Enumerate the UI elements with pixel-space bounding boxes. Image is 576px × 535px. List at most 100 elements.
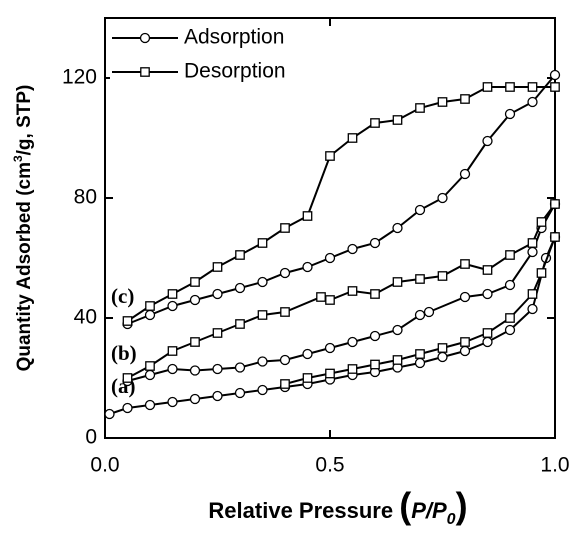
marker-circle [212, 363, 223, 375]
marker-square [460, 94, 470, 104]
marker-square [482, 328, 493, 338]
marker-square [370, 118, 380, 128]
x-tick-label: 1.0 [540, 454, 569, 477]
marker-square [145, 301, 155, 311]
x-label-text: Relative Pressure [208, 498, 399, 523]
marker-circle [189, 294, 201, 306]
marker-circle [504, 279, 516, 291]
marker-square [415, 103, 425, 113]
marker-square [527, 289, 538, 299]
x-axis-label: Relative Pressure (P/P0) [208, 485, 467, 528]
legend-marker [140, 67, 150, 77]
marker-circle [347, 336, 358, 348]
marker-circle [167, 300, 178, 312]
x-label-paren: ( [399, 485, 411, 526]
marker-circle [302, 261, 313, 273]
marker-square [527, 82, 538, 92]
marker-circle [392, 222, 403, 234]
marker-square [257, 238, 268, 248]
marker-square [527, 238, 538, 248]
marker-square [482, 82, 493, 92]
marker-square [235, 319, 245, 329]
y-axis-label: Quantity Adsorbed (cm3/g, STP) [11, 85, 35, 372]
marker-square [212, 262, 223, 272]
marker-square [437, 271, 448, 281]
marker-circle [189, 393, 201, 405]
marker-circle [144, 309, 156, 321]
y-tick-label: 0 [85, 426, 97, 449]
marker-circle [504, 324, 516, 336]
marker-circle [234, 282, 246, 294]
legend-marker [139, 32, 151, 44]
marker-square [347, 364, 358, 374]
y-tick-label: 40 [74, 306, 97, 329]
marker-square [190, 337, 200, 347]
sample-label: (b) [111, 341, 137, 365]
marker-square [392, 355, 403, 365]
x-label-unit: P/P [411, 498, 447, 523]
marker-square [325, 295, 335, 305]
marker-circle [437, 192, 448, 204]
marker-circle [212, 288, 223, 300]
marker-square [325, 151, 335, 161]
marker-circle [234, 362, 246, 373]
marker-square [415, 274, 425, 284]
marker-square [347, 286, 358, 296]
legend-label: Desorption [184, 60, 286, 83]
y-tick-label: 120 [62, 66, 97, 89]
marker-circle [414, 204, 426, 216]
marker-circle [423, 306, 435, 318]
marker-circle [437, 351, 448, 363]
marker-circle [212, 390, 223, 402]
marker-circle [279, 267, 291, 279]
marker-circle [527, 246, 538, 258]
x-tick-label: 0.0 [90, 454, 119, 477]
y-label-superscript: 3 [11, 155, 25, 162]
marker-square [505, 82, 515, 92]
legend-label: Adsorption [184, 26, 284, 49]
marker-square [550, 199, 560, 209]
x-label-subscript: 0 [447, 511, 456, 528]
marker-circle [459, 168, 471, 180]
marker-circle [302, 348, 313, 360]
marker-circle [392, 324, 403, 336]
marker-circle [459, 345, 471, 357]
marker-square [145, 361, 155, 371]
marker-square [482, 265, 493, 275]
marker-square [392, 115, 403, 125]
x-label-paren: ) [456, 485, 468, 526]
marker-square [190, 277, 200, 287]
marker-square [370, 359, 380, 370]
marker-circle [549, 69, 561, 81]
marker-circle [414, 357, 426, 369]
marker-square [460, 259, 470, 269]
marker-square [212, 328, 223, 338]
marker-circle [459, 291, 471, 303]
marker-square [325, 368, 335, 379]
marker-square [235, 250, 245, 260]
marker-circle [324, 342, 336, 354]
y-label-text: Quantity Adsorbed (cm [14, 162, 35, 371]
marker-circle [234, 387, 246, 399]
marker-circle [504, 108, 516, 120]
marker-circle [257, 384, 268, 396]
marker-circle [144, 399, 156, 411]
marker-square [460, 337, 470, 347]
marker-circle [257, 356, 268, 367]
marker-circle [257, 276, 268, 288]
marker-circle [369, 330, 381, 342]
marker-square [122, 316, 133, 326]
marker-square [280, 379, 290, 389]
marker-square [437, 97, 448, 107]
marker-square [302, 373, 313, 383]
marker-square [347, 133, 358, 143]
marker-square [392, 277, 403, 287]
marker-square [505, 313, 515, 323]
marker-square [302, 211, 313, 221]
marker-circle [189, 365, 201, 376]
y-label-text: /g, STP) [14, 85, 35, 156]
marker-circle [414, 309, 426, 321]
y-tick-label: 80 [74, 186, 97, 209]
marker-square [437, 343, 448, 353]
